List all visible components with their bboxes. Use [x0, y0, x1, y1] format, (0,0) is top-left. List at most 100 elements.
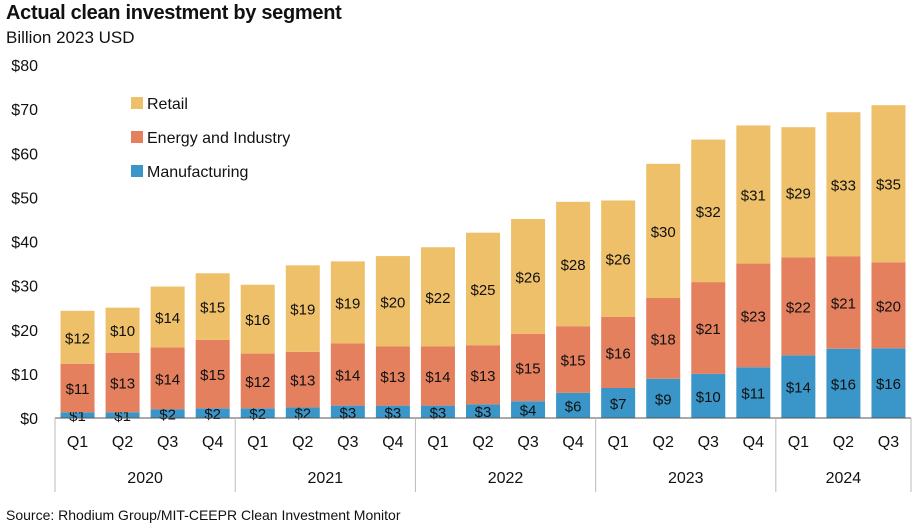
year-label: 2024	[826, 470, 862, 487]
data-label: $16	[876, 376, 901, 393]
data-label: $14	[335, 368, 360, 385]
data-label: $13	[470, 368, 495, 385]
data-label: $30	[651, 224, 676, 241]
data-label: $16	[831, 376, 856, 393]
x-tick-label: Q2	[292, 434, 313, 451]
bar-segment-manufacturing	[195, 408, 230, 418]
bar-segment-manufacturing	[781, 355, 816, 418]
year-label: 2023	[668, 470, 704, 487]
bar-segment-retail	[646, 163, 681, 298]
bar-segment-retail	[60, 310, 95, 364]
bar-segment-energy-and-industry	[871, 262, 906, 349]
data-label: $13	[380, 369, 405, 386]
bar-segment-energy-and-industry	[736, 263, 771, 368]
data-label: $15	[561, 353, 586, 370]
bar-segment-energy-and-industry	[195, 339, 230, 409]
y-tick-label: $10	[11, 367, 38, 384]
legend-label: Retail	[147, 96, 188, 113]
data-label: $20	[380, 294, 405, 311]
data-label: $31	[741, 188, 766, 205]
legend-label: Energy and Industry	[147, 130, 290, 147]
data-label: $9	[655, 391, 672, 408]
bar-segment-retail	[240, 284, 275, 354]
data-label: $22	[786, 299, 811, 316]
data-label: $20	[876, 298, 901, 315]
y-tick-label: $60	[11, 146, 38, 163]
bar-segment-energy-and-industry	[781, 257, 816, 356]
data-label: $2	[249, 406, 266, 423]
data-label: $35	[876, 177, 901, 194]
data-label: $18	[651, 331, 676, 348]
x-tick-label: Q3	[337, 434, 358, 451]
x-tick-label: Q1	[67, 434, 88, 451]
bar-segment-energy-and-industry	[826, 256, 861, 349]
source-note: Source: Rhodium Group/MIT-CEEPR Clean In…	[6, 507, 401, 523]
data-label: $22	[425, 290, 450, 307]
bar-segment-manufacturing	[826, 348, 861, 418]
x-tick-label: Q2	[112, 434, 133, 451]
bar-segment-manufacturing	[556, 392, 591, 418]
data-label: $4	[520, 403, 537, 420]
data-label: $13	[110, 375, 135, 392]
legend-swatch	[131, 97, 143, 109]
data-label: $3	[339, 405, 356, 422]
data-label: $15	[200, 300, 225, 317]
data-label: $19	[335, 295, 360, 312]
data-label: $11	[66, 381, 90, 398]
bar-segment-retail	[466, 232, 500, 346]
data-label: $14	[786, 380, 811, 397]
bar-segment-energy-and-industry	[511, 333, 546, 402]
bar-segment-retail	[375, 256, 410, 347]
x-tick-label: Q1	[607, 434, 628, 451]
x-tick-label: Q3	[157, 434, 178, 451]
bar-segment-retail	[150, 286, 185, 348]
year-label: 2020	[127, 470, 163, 487]
x-tick-label: Q4	[562, 434, 583, 451]
legend-label: Manufacturing	[147, 164, 248, 181]
data-label: $3	[430, 405, 447, 422]
bar-segment-manufacturing	[601, 387, 636, 418]
data-label: $15	[200, 367, 225, 384]
x-tick-label: Q2	[833, 434, 854, 451]
bar-segment-retail	[420, 247, 455, 347]
data-label: $2	[159, 407, 176, 424]
data-label: $25	[470, 282, 495, 299]
legend-swatch	[131, 131, 143, 143]
data-label: $15	[516, 360, 541, 377]
x-tick-label: Q1	[427, 434, 448, 451]
x-tick-label: Q4	[382, 434, 403, 451]
bar-segment-manufacturing	[105, 412, 140, 418]
bar-segment-retail	[330, 261, 365, 344]
chart-subtitle: Billion 2023 USD	[6, 28, 135, 47]
bar-segment-manufacturing	[330, 405, 365, 418]
x-tick-label: Q1	[788, 434, 809, 451]
bar-segment-energy-and-industry	[105, 352, 140, 413]
bar-segment-energy-and-industry	[330, 343, 365, 406]
data-label: $11	[741, 386, 765, 403]
bar-segment-retail	[781, 127, 816, 258]
data-label: $12	[65, 330, 90, 347]
bar-segment-manufacturing	[60, 412, 95, 418]
bar-segment-retail	[736, 125, 771, 264]
bar-segment-manufacturing	[375, 405, 410, 418]
data-label: $14	[425, 369, 450, 386]
x-tick-label: Q2	[472, 434, 493, 451]
data-label: $2	[204, 406, 221, 423]
data-label: $3	[385, 405, 402, 422]
bar-segment-energy-and-industry	[240, 353, 275, 409]
bar-segment-retail	[511, 218, 546, 334]
data-label: $21	[831, 296, 856, 313]
bar-segment-retail	[871, 105, 906, 263]
stacked-bar-chart: $0 $10 $20 $30 $40 $50 $60 $70 $80 $1 $11 $12 $1 $13 $…	[11, 58, 912, 492]
bar-segment-manufacturing	[871, 348, 906, 418]
y-tick-label: $40	[11, 235, 38, 252]
bar-segment-energy-and-industry	[420, 346, 455, 406]
bar-segment-energy-and-industry	[285, 351, 320, 408]
data-label: $14	[155, 371, 180, 388]
data-label: $19	[290, 302, 315, 319]
y-tick-label: $0	[20, 411, 38, 428]
bar-segment-energy-and-industry	[556, 326, 591, 393]
x-tick-label: Q3	[878, 434, 899, 451]
data-label: $16	[245, 312, 270, 329]
x-tick-label: Q4	[743, 434, 764, 451]
